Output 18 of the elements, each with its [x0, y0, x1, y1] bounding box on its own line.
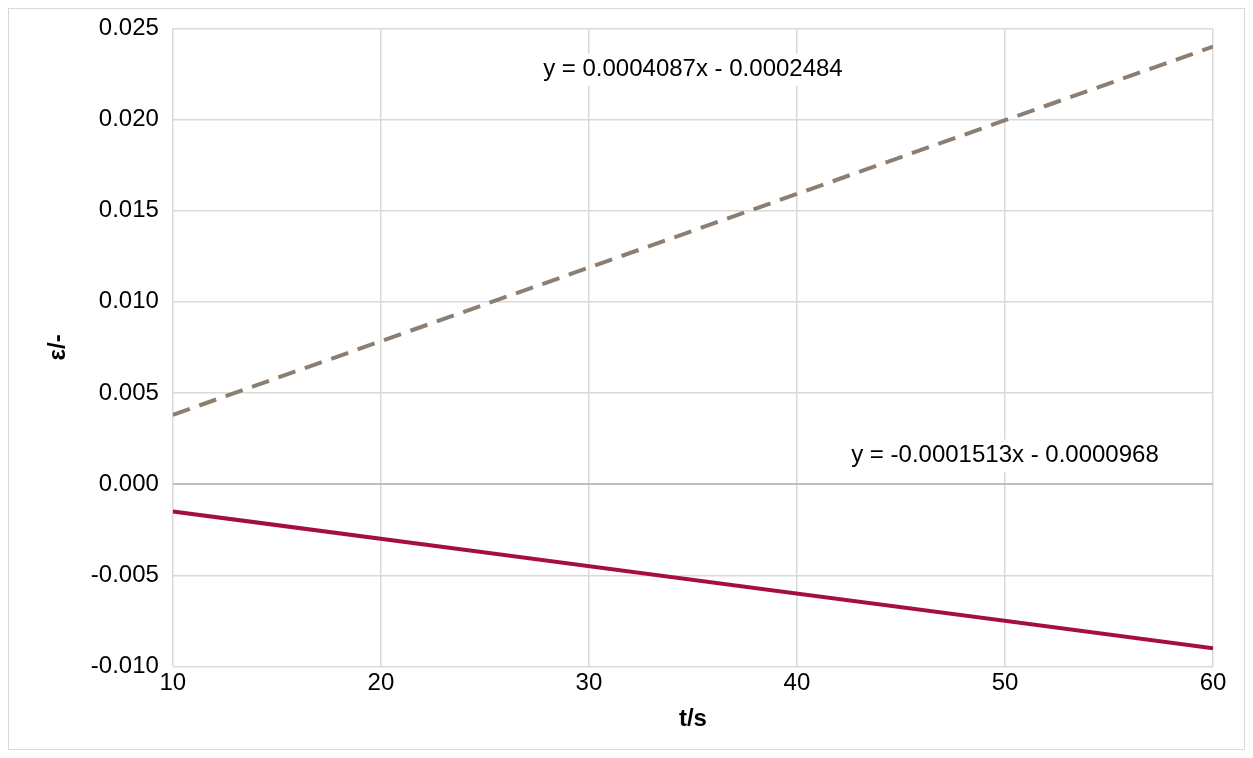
x-tick-label: 30: [575, 668, 603, 696]
y-tick-label: 0.015: [98, 195, 159, 223]
y-tick-label: 0.000: [98, 468, 159, 496]
x-tick-label: 60: [1199, 668, 1227, 696]
x-tick-label: 10: [159, 668, 187, 696]
x-tick-label: 20: [367, 668, 395, 696]
y-tick-label: 0.005: [98, 377, 159, 405]
y-tick-label: -0.005: [90, 559, 159, 587]
x-axis-title: t/s: [678, 704, 707, 732]
y-tick-label: 0.020: [98, 104, 159, 132]
annotation: y = 0.0004087x - 0.0002484: [543, 54, 843, 82]
x-tick-label: 50: [991, 668, 1019, 696]
y-tick-label: -0.010: [90, 651, 159, 679]
y-tick-label: 0.010: [98, 286, 159, 314]
y-axis-title: ε/-: [43, 334, 71, 361]
x-tick-label: 40: [783, 668, 811, 696]
y-tick-label: 0.025: [98, 13, 159, 41]
annotation: y = -0.0001513x - 0.0000968: [851, 440, 1159, 468]
